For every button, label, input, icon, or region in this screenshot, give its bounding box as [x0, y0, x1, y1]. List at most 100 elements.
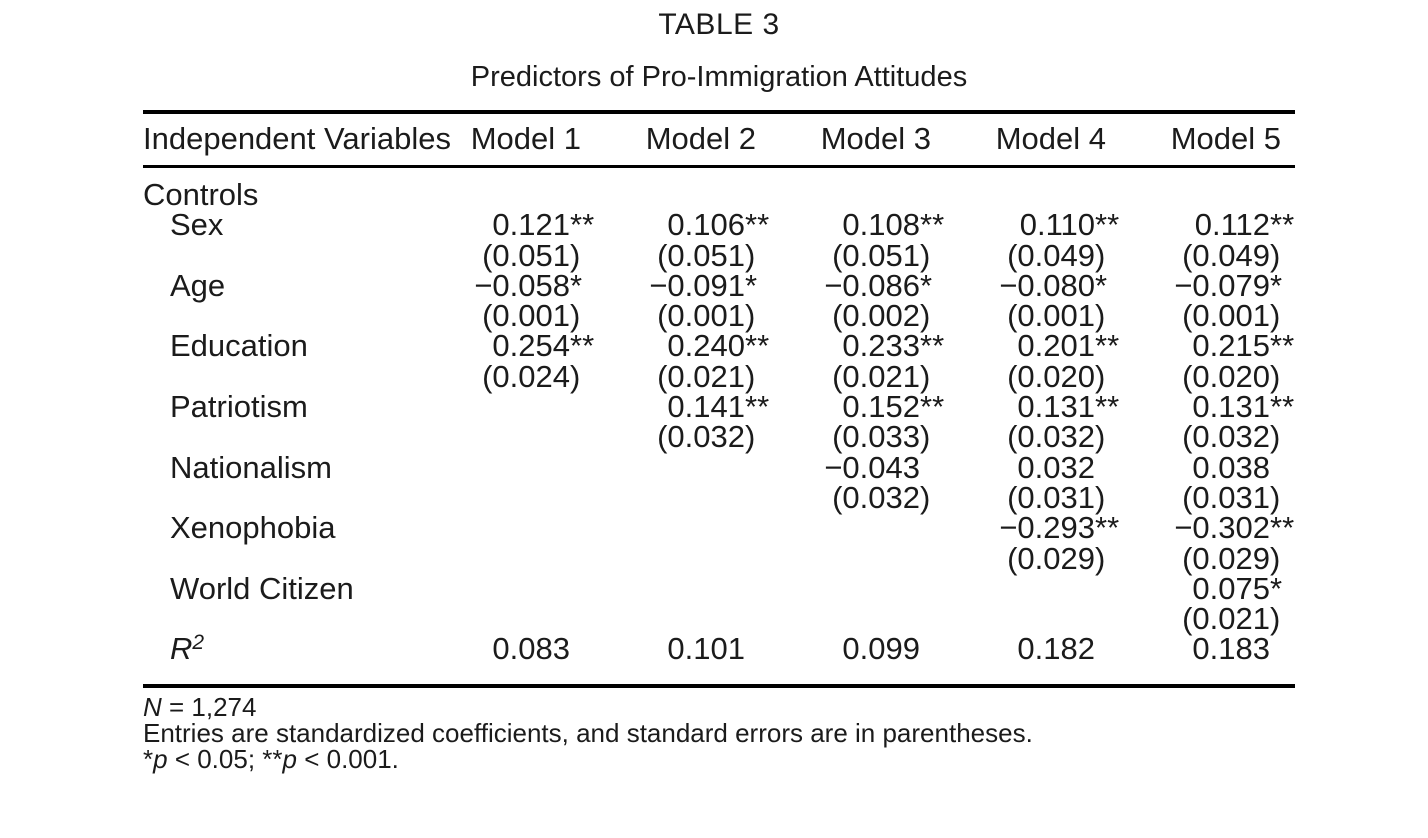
standard-error-row: (0.001) (0.001) (0.002) (0.001) (0.001) — [143, 298, 1295, 334]
coef-cell — [595, 513, 770, 543]
note-segment: * — [143, 744, 154, 775]
se-cell: (0.001) — [657, 298, 756, 334]
note-entries: Entries are standardized coefficients, a… — [143, 720, 1295, 746]
standard-error-row: (0.032) (0.031) (0.031) — [143, 479, 1295, 515]
coef-cell: 0.141** — [667, 389, 770, 425]
column-header-independent-variables: Independent Variables — [143, 121, 451, 156]
coef-cell: 0.201** — [1017, 328, 1120, 364]
row-label: R2 — [170, 631, 205, 667]
coef-cell: 0.131** — [1192, 389, 1295, 425]
coef-cell: 0.182 — [1017, 631, 1095, 667]
coef-cell: 0.131** — [1017, 389, 1120, 425]
se-cell: (0.032) — [1007, 419, 1106, 455]
standard-error-row: (0.024) (0.021) (0.021) (0.020) (0.020) — [143, 358, 1295, 394]
se-cell: (0.051) — [482, 237, 581, 273]
standard-error-row: (0.032) (0.033) (0.032) (0.032) — [143, 419, 1295, 455]
note-segment: = 1,274 — [161, 691, 257, 722]
header-row: Independent Variables Model 1 Model 2 Mo… — [143, 112, 1295, 167]
column-header-model-5: Model 5 — [1170, 121, 1281, 156]
coef-cell: 0.032 — [1017, 449, 1095, 485]
note-segment: p — [282, 744, 297, 775]
row-label: Sex — [170, 207, 224, 243]
note-segment: p — [153, 744, 168, 775]
note-segment: < 0.05; ** — [167, 744, 283, 775]
se-cell: (0.049) — [1007, 237, 1106, 273]
coef-cell — [595, 453, 770, 483]
regression-table: Independent Variables Model 1 Model 2 Mo… — [143, 110, 1295, 688]
coef-cell — [945, 574, 1120, 604]
coef-cell — [420, 392, 595, 422]
standard-error-row: (0.051) (0.051) (0.051) (0.049) (0.049) — [143, 237, 1295, 273]
row-label — [143, 301, 420, 331]
coef-cell: 0.121** — [492, 207, 595, 243]
row-label — [143, 604, 420, 634]
empty-cell — [595, 167, 770, 211]
se-cell: (0.001) — [1007, 298, 1106, 334]
coefficient-row: Education 0.254** 0.240** 0.233** 0.201** 0.2… — [143, 328, 1295, 364]
se-cell — [420, 483, 595, 513]
standard-error-row: (0.029) (0.029) — [143, 540, 1295, 576]
se-cell: (0.029) — [1182, 540, 1281, 576]
empty-cell — [945, 167, 1120, 211]
se-cell — [770, 544, 945, 574]
se-cell: (0.051) — [832, 237, 931, 273]
se-cell — [420, 422, 595, 452]
se-cell — [595, 544, 770, 574]
row-label: Xenophobia — [170, 510, 336, 546]
coef-cell: 0.233** — [842, 328, 945, 364]
row-label: Age — [170, 267, 226, 303]
coef-cell: 0.110** — [1019, 207, 1120, 243]
column-header-model-4: Model 4 — [995, 121, 1106, 156]
coef-cell: 0.240** — [667, 328, 770, 364]
coef-cell: 0.215** — [1192, 328, 1295, 364]
se-cell — [595, 604, 770, 634]
row-label — [143, 422, 420, 452]
coef-cell — [420, 574, 595, 604]
coef-cell: −0.293** — [999, 510, 1120, 546]
section-row: Controls — [143, 167, 1295, 211]
coef-cell: −0.043 — [824, 449, 920, 485]
se-cell: (0.029) — [1007, 540, 1106, 576]
coef-cell: 0.038 — [1192, 449, 1270, 485]
coef-cell: 0.101 — [667, 631, 745, 667]
empty-cell — [770, 167, 945, 211]
coefficient-row: World Citizen 0.075* — [143, 570, 1295, 606]
coef-cell: 0.099 — [842, 631, 920, 667]
coef-cell: −0.080* — [999, 267, 1108, 303]
se-cell: (0.032) — [657, 419, 756, 455]
coef-cell: 0.112** — [1194, 207, 1295, 243]
coef-cell: 0.152** — [842, 389, 945, 425]
se-cell: (0.001) — [1182, 298, 1281, 334]
table-notes: N = 1,274 Entries are standardized coeff… — [143, 694, 1295, 773]
table-body: Controls Sex 0.121** 0.106** 0.108** 0.110** 0… — [143, 167, 1295, 686]
coef-cell — [770, 574, 945, 604]
coef-cell: −0.091* — [649, 267, 758, 303]
coef-cell: 0.108** — [842, 207, 945, 243]
se-cell: (0.021) — [657, 358, 756, 394]
table-title: TABLE 3 — [658, 8, 780, 41]
se-cell: (0.032) — [832, 479, 931, 515]
coef-cell — [420, 453, 595, 483]
se-cell: (0.020) — [1182, 358, 1281, 394]
column-header-model-3: Model 3 — [820, 121, 931, 156]
se-cell — [595, 483, 770, 513]
column-header-model-1: Model 1 — [470, 121, 581, 156]
coef-cell: 0.106** — [667, 207, 770, 243]
se-cell: (0.020) — [1007, 358, 1106, 394]
note-sample-size: N = 1,274 — [143, 694, 1295, 720]
row-label — [143, 241, 420, 271]
se-cell — [770, 604, 945, 634]
coef-cell — [770, 513, 945, 543]
row-label: World Citizen — [170, 570, 354, 606]
coefficient-row: Patriotism 0.141** 0.152** 0.131** 0.131** — [143, 389, 1295, 425]
table-subtitle: Predictors of Pro-Immigration Attitudes — [470, 61, 968, 93]
empty-cell — [420, 167, 595, 211]
coefficient-row: R2 0.083 0.101 0.099 0.182 0.183 — [143, 631, 1295, 685]
se-cell: (0.024) — [482, 358, 581, 394]
coef-cell: 0.075* — [1192, 570, 1283, 606]
se-cell: (0.021) — [1182, 601, 1281, 637]
se-cell: (0.051) — [657, 237, 756, 273]
se-cell — [945, 604, 1120, 634]
standard-error-row: (0.021) — [143, 601, 1295, 637]
